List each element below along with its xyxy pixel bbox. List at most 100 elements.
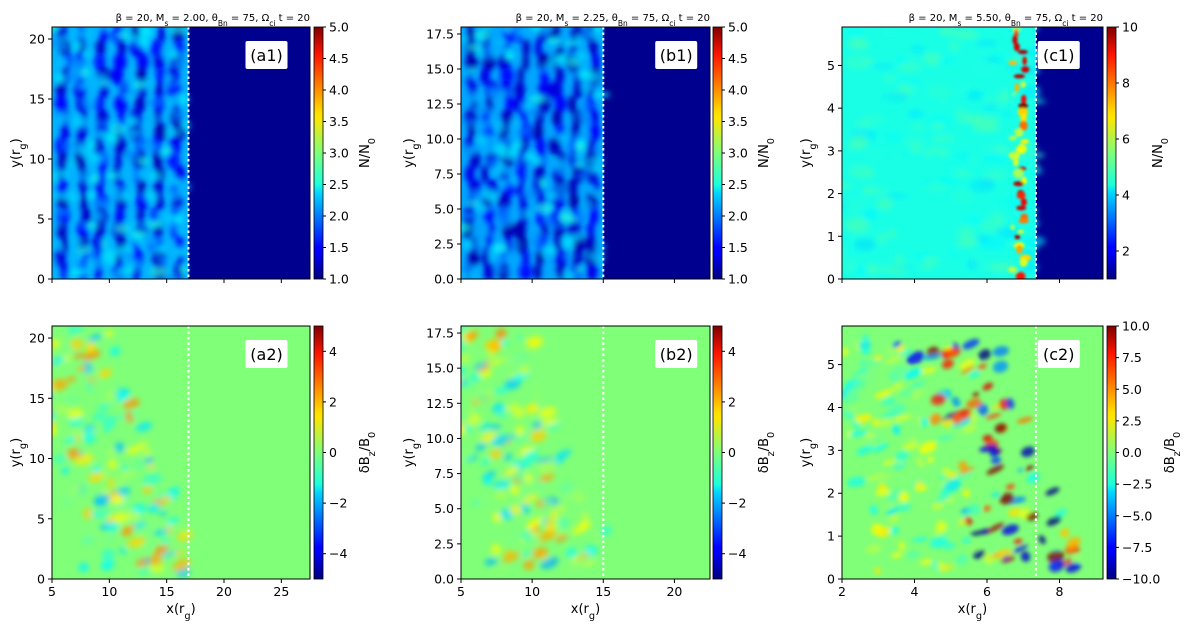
density-blob <box>548 137 561 155</box>
x-tick-label: 8 <box>1056 584 1064 599</box>
density-blob <box>493 39 509 46</box>
density-blob <box>124 150 141 160</box>
field-blob <box>1045 487 1060 496</box>
density-blob <box>87 191 95 200</box>
density-blob <box>100 27 113 31</box>
density-blob <box>1012 168 1024 179</box>
field-blob <box>913 389 926 396</box>
density-blob <box>561 254 575 259</box>
density-blob <box>104 172 120 179</box>
density-blob <box>534 165 545 183</box>
y-axis-label: y(rg) <box>9 438 29 467</box>
colorbar-tick-label: 10.0 <box>1122 319 1150 334</box>
density-blob <box>576 62 590 73</box>
y-tick-label: 1 <box>827 529 835 544</box>
field-blob <box>30 418 49 434</box>
field-blob <box>461 339 465 348</box>
density-blob <box>130 129 138 138</box>
field-blob <box>122 463 129 474</box>
colorbar-label: δBz/B0 <box>1163 432 1183 474</box>
density-blob <box>72 67 81 76</box>
field-blob <box>52 424 57 437</box>
field-blob <box>505 465 520 475</box>
field-blob <box>865 543 882 554</box>
colorbar-tick-label: 2.5 <box>1122 413 1142 428</box>
field-blob <box>22 360 32 368</box>
field-blob <box>467 382 475 390</box>
field-blob <box>492 402 506 414</box>
field-blob <box>942 467 951 476</box>
field-blob <box>24 369 38 382</box>
field-blob <box>1017 467 1024 473</box>
field-blob <box>142 485 153 494</box>
field-blob <box>471 500 480 506</box>
colorbar-tick-label: 1.5 <box>728 240 748 255</box>
field-blob <box>55 404 71 415</box>
field-blob <box>990 457 1002 464</box>
plot-frame <box>51 26 311 280</box>
field-blob <box>502 552 521 563</box>
x-tick-label: 15 <box>159 584 175 599</box>
field-blob <box>967 503 981 516</box>
field-blob <box>999 492 1015 505</box>
field-blob <box>582 560 596 567</box>
density-blob <box>519 193 528 211</box>
density-blob <box>72 41 82 50</box>
field-blob <box>902 441 919 451</box>
density-blob <box>461 223 471 232</box>
density-blob <box>470 91 481 104</box>
density-blob <box>546 37 562 45</box>
density-blob <box>932 127 952 134</box>
density-blob <box>461 273 476 278</box>
density-blob <box>57 179 68 197</box>
field-blob <box>537 473 555 484</box>
density-blob <box>936 176 957 185</box>
density-blob <box>905 80 921 87</box>
panel-c1: 0 1 2 3 4 5 y(rg) β = 20, Ms = 5.50, θBn = 75, … <box>799 13 1171 287</box>
field-blob <box>112 512 128 524</box>
density-blob <box>845 217 869 232</box>
field-blob <box>107 459 117 469</box>
density-blob <box>174 206 185 212</box>
density-blob <box>532 123 543 141</box>
density-blob <box>95 39 106 57</box>
density-blob <box>480 165 489 183</box>
density-blob <box>844 196 872 211</box>
density-blob <box>536 203 554 214</box>
colorbar-label: N/N0 <box>358 138 378 168</box>
density-blob <box>468 146 475 156</box>
y-tick-label: 5.0 <box>434 501 454 516</box>
field-blob <box>874 567 881 575</box>
field-blob <box>461 366 467 378</box>
field-blob <box>806 367 821 381</box>
density-blob <box>909 121 926 133</box>
field-blob <box>1012 544 1029 554</box>
field-blob <box>501 472 518 483</box>
y-axis-label: y(rg) <box>799 438 819 467</box>
density-blob <box>585 235 597 253</box>
field-blob <box>882 410 899 418</box>
field-blob <box>942 530 953 538</box>
density-blob <box>497 193 511 211</box>
field-blob <box>934 528 942 535</box>
density-blob <box>497 145 511 150</box>
density-blob <box>877 232 887 244</box>
density-blob <box>539 27 551 36</box>
density-blob <box>894 255 904 264</box>
density-blob <box>481 45 494 52</box>
field-blob <box>912 394 920 400</box>
field-blob <box>530 429 547 442</box>
field-blob <box>848 430 868 438</box>
field-blob <box>796 335 810 345</box>
field-blob <box>161 495 172 502</box>
density-blob <box>152 246 167 254</box>
field-blob <box>64 436 77 444</box>
density-blob <box>1018 218 1029 224</box>
field-blob <box>9 347 20 358</box>
density-blob <box>52 110 67 117</box>
density-blob <box>923 180 933 185</box>
density-blob <box>83 223 99 229</box>
colorbar-tick-label: 4 <box>728 344 736 359</box>
field-blob <box>102 533 118 542</box>
density-blob <box>522 53 529 71</box>
